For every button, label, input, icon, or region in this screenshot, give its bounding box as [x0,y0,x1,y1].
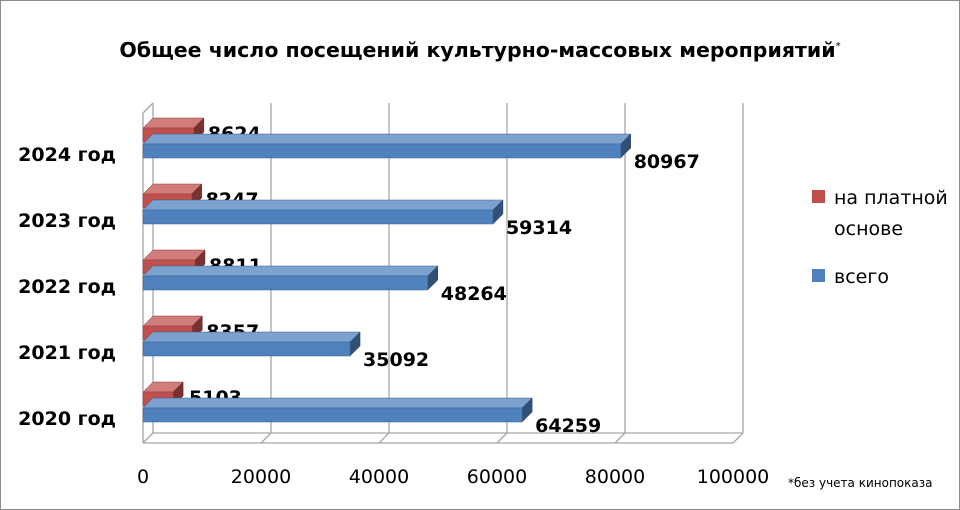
data-label-total-1: 35092 [363,349,429,371]
floor-tick-2 [378,432,390,444]
category-label-3: 2023 год [18,210,116,232]
legend-item-total: всего [812,262,889,293]
data-label-total-2: 48264 [441,283,507,305]
floor-tick-1 [260,432,272,444]
bar-total-3 [142,209,494,225]
x-tick-label-5: 100000 [697,466,770,488]
bar-total-4-top [142,133,632,145]
floor-tick-5 [732,432,744,444]
floor-tick-3 [496,432,508,444]
category-label-0: 2020 год [18,408,116,430]
category-label-2: 2022 год [18,276,116,298]
x-tick-label-2: 40000 [349,466,409,488]
x-tick-label-0: 0 [137,466,149,488]
bar-total-0-top [142,397,533,409]
legend-label-total: всего [834,266,889,288]
bar-paid-1-top [142,315,203,327]
category-label-1: 2021 год [18,342,116,364]
footnote: *без учета кинопоказа [788,476,933,490]
data-label-total-3: 59314 [506,217,572,239]
bar-total-0 [142,407,523,423]
data-label-total-4: 80967 [634,151,700,173]
bar-total-4 [142,143,621,159]
x-tick-label-3: 60000 [467,466,527,488]
bar-paid-4-top [142,117,205,129]
floor-tick-4 [614,432,626,444]
bar-total-2 [142,275,429,291]
chart-title: Общее число посещений культурно-массовых… [119,38,841,62]
legend-swatch-paid [812,190,825,203]
title-footnote-marker: * [835,41,841,53]
side-wall-top-edge [142,102,154,114]
bar-paid-2-top [142,249,206,261]
legend-item-paid: на платной основе [812,183,948,245]
x-tick-label-4: 80000 [585,466,645,488]
bar-total-1-top [142,331,361,343]
legend-swatch-total [812,269,825,282]
category-label-4: 2024 год [18,144,116,166]
bar-total-2-top [142,265,439,277]
data-label-total-0: 64259 [535,415,601,437]
bar-total-1 [142,341,351,357]
bar-total-3-top [142,199,504,211]
legend-label-paid: на платной основе [834,187,948,240]
floor-tick-0 [142,432,154,444]
x-tick-label-1: 20000 [231,466,291,488]
